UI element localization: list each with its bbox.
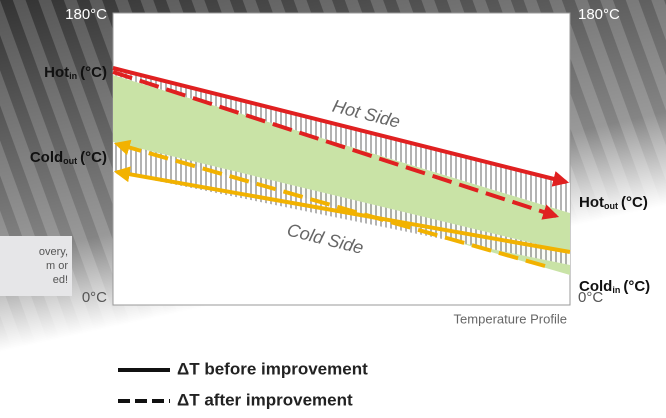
callout-text: m or <box>46 260 68 272</box>
diagram: overy, m or ed! Hot Side Cold Side 180°C… <box>0 0 666 418</box>
legend-label: ΔT before improvement <box>177 359 368 378</box>
axis-label: 180°C <box>65 6 107 23</box>
axis-label: 0°C <box>82 289 107 306</box>
axis-label: 180°C <box>578 6 620 23</box>
callout-text: ed! <box>53 274 68 286</box>
callout-text: overy, <box>39 246 68 258</box>
legend-label: ΔT after improvement <box>177 390 353 409</box>
caption: Temperature Profile <box>454 311 567 326</box>
